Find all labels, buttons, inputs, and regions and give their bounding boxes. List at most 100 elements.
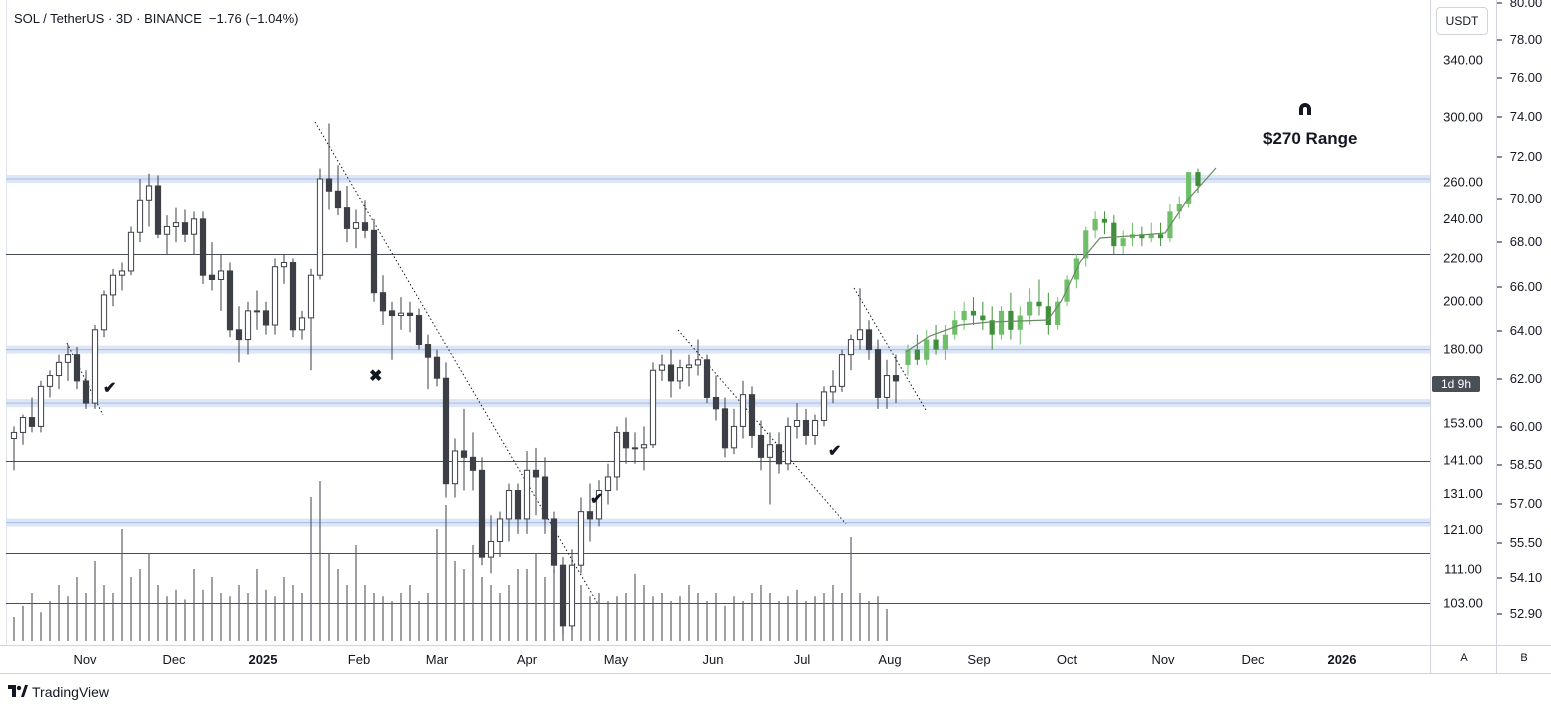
candle <box>10 431 18 440</box>
secondary-price-label: 70.00 <box>1510 191 1543 206</box>
time-label: Nov <box>1151 652 1175 667</box>
candle <box>154 185 162 235</box>
time-label: 2025 <box>249 652 278 667</box>
log-scale-button[interactable]: B <box>1520 652 1528 664</box>
projection-candle <box>961 310 967 321</box>
symbol-name[interactable]: SOL / TetherUS <box>14 11 105 26</box>
projection-candle <box>1139 234 1145 239</box>
projection-candle <box>914 349 920 360</box>
candle <box>766 444 774 458</box>
candle <box>469 456 477 471</box>
projection-candle <box>1017 315 1023 330</box>
candle <box>793 419 801 427</box>
candle <box>406 312 414 317</box>
candle <box>73 354 81 382</box>
projection-candle <box>1092 218 1098 231</box>
price-label: 111.00 <box>1444 561 1482 576</box>
candle <box>280 262 288 268</box>
projection-path <box>905 167 1217 353</box>
time-label: Apr <box>517 652 538 667</box>
axis-layer: 340.00 300.00 260.00 240.00 220.00 200.00 180.… <box>73 0 1542 667</box>
candle <box>730 425 738 449</box>
candle <box>820 391 828 421</box>
projection-candle <box>1036 301 1042 307</box>
time-label: Mar <box>426 652 449 667</box>
candle <box>127 231 135 272</box>
projection-candle <box>989 320 995 335</box>
candle <box>586 511 594 520</box>
price-label: 103.00 <box>1443 595 1483 610</box>
candle <box>559 564 567 627</box>
candle <box>622 431 630 449</box>
candle <box>370 229 378 294</box>
candle <box>541 476 549 520</box>
candle <box>172 222 180 227</box>
time-label: Jun <box>703 652 724 667</box>
candle <box>244 310 252 341</box>
candle <box>451 450 459 485</box>
check-mark: ✔ <box>590 491 604 508</box>
candle <box>568 564 576 627</box>
candle <box>847 339 855 356</box>
candle <box>829 385 837 393</box>
projection-candle <box>905 349 911 365</box>
candle <box>550 518 558 566</box>
candle <box>415 315 423 346</box>
candle <box>28 417 36 427</box>
candle <box>442 377 450 485</box>
candle <box>685 364 693 369</box>
candle <box>667 364 675 382</box>
candle <box>388 310 396 317</box>
candle <box>37 385 45 427</box>
candle <box>694 359 702 366</box>
symbol-header: SOL / TetherUS · 3D · BINANCE −1.76 (−1.0… <box>14 11 299 26</box>
price-label: 260.00 <box>1443 174 1483 189</box>
currency-button[interactable]: USDT <box>1436 7 1488 35</box>
projection-candle <box>1148 234 1154 239</box>
timeframe[interactable]: 3D <box>115 11 133 26</box>
secondary-price-label: 64.00 <box>1510 323 1543 338</box>
time-label: Jul <box>794 652 811 667</box>
dotted-trendline <box>314 121 599 605</box>
projection-candle <box>970 310 977 316</box>
time-label: 2026 <box>1328 652 1357 667</box>
candle <box>226 270 234 331</box>
projection-candle <box>1101 218 1108 223</box>
candle <box>64 354 72 363</box>
price-label: 121.00 <box>1443 522 1483 537</box>
candle <box>514 490 522 520</box>
candle <box>163 225 171 235</box>
candle <box>433 356 441 379</box>
candle <box>82 380 90 404</box>
candle <box>613 431 621 478</box>
candle <box>307 274 315 319</box>
candle <box>361 222 369 231</box>
tradingview-logo[interactable]: TradingView <box>8 684 109 700</box>
candle <box>379 292 387 312</box>
time-label: May <box>604 652 629 667</box>
candle <box>190 218 198 235</box>
projection-layer <box>905 167 1217 376</box>
candle <box>55 361 63 377</box>
projection-candle <box>1186 172 1192 204</box>
candle <box>253 310 261 313</box>
candle <box>856 329 864 341</box>
candle <box>109 274 117 296</box>
candle <box>712 396 720 410</box>
candle <box>811 419 819 436</box>
auto-scale-button[interactable]: A <box>1460 652 1468 664</box>
grid-layer <box>0 0 1551 674</box>
brand-name: TradingView <box>32 684 110 700</box>
secondary-price-label: 58.50 <box>1510 457 1543 472</box>
candle <box>874 349 882 398</box>
candle <box>118 270 126 276</box>
trendline-layer <box>66 121 927 605</box>
secondary-price-label: 66.00 <box>1510 279 1543 294</box>
candle <box>775 444 783 465</box>
candle <box>334 190 342 209</box>
candle <box>505 490 513 520</box>
check-mark: ✔ <box>828 443 842 460</box>
candle <box>703 359 711 398</box>
